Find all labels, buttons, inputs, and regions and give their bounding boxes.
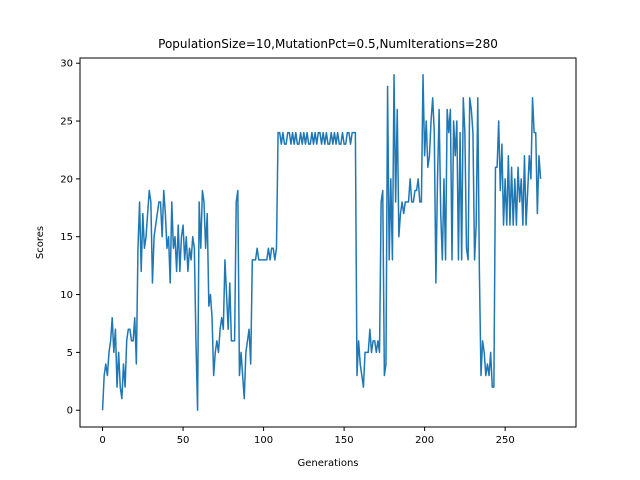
x-axis-ticks: 0 50 100 150 200 250 xyxy=(99,427,515,446)
y-tick-label: 25 xyxy=(60,117,73,128)
plot-area xyxy=(101,74,542,411)
x-tick-label: 50 xyxy=(177,435,190,446)
series-line-0 xyxy=(101,74,542,411)
x-tick-label: 250 xyxy=(496,435,515,446)
y-axis-ticks: 0 5 10 15 20 25 30 xyxy=(60,59,80,417)
x-axis-label: Generations xyxy=(298,458,359,469)
y-tick-label: 30 xyxy=(60,59,73,70)
x-tick-label: 100 xyxy=(254,435,273,446)
chart-title: PopulationSize=10,MutationPct=0.5,NumIte… xyxy=(158,37,498,51)
x-tick-label: 200 xyxy=(415,435,434,446)
y-tick-label: 20 xyxy=(60,174,73,185)
y-tick-label: 15 xyxy=(60,232,73,243)
axes-frame xyxy=(79,57,577,428)
y-tick-label: 10 xyxy=(60,290,73,301)
x-tick-label: 0 xyxy=(99,435,105,446)
x-tick-label: 150 xyxy=(335,435,354,446)
y-tick-label: 0 xyxy=(67,406,73,417)
y-tick-label: 5 xyxy=(67,348,73,359)
y-axis-label: Scores xyxy=(35,226,46,259)
